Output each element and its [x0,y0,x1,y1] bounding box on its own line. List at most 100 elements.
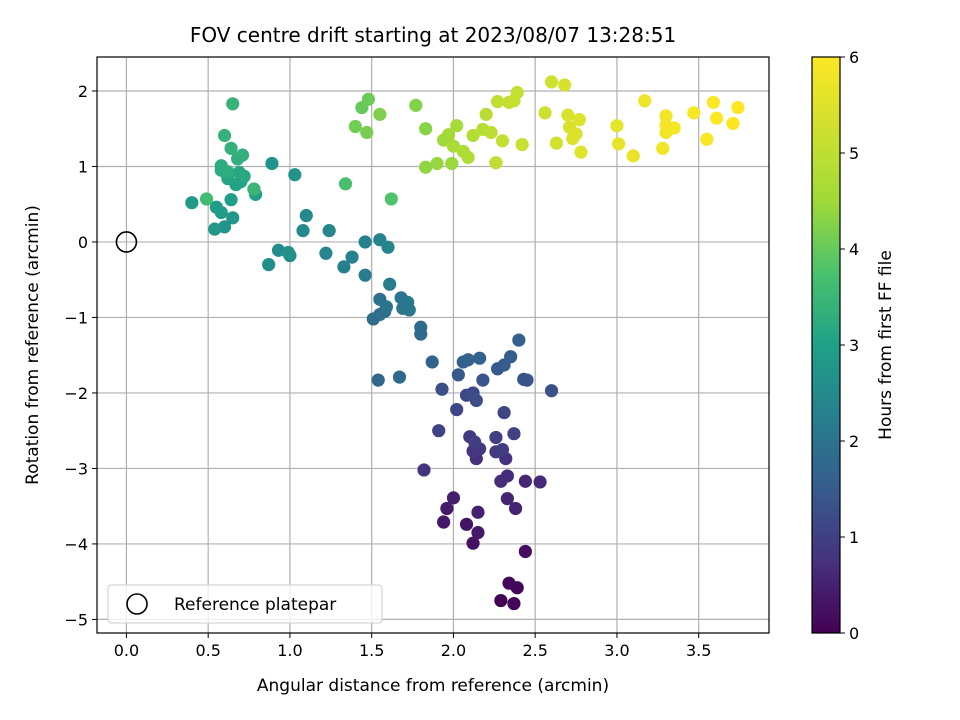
scatter-point [518,544,532,559]
scatter-point [461,150,475,165]
scatter-point [199,192,214,206]
scatter-point [224,193,238,207]
scatter-point [549,136,564,150]
scatter-point [358,268,372,282]
scatter-point [500,492,514,506]
scatter-point [446,139,461,153]
scatter-point [489,156,503,170]
scatter-point [538,106,552,120]
scatter-point [383,277,397,291]
y-axis-ticks: −5 −4 −3 −2 −1 0 1 2 [64,82,97,629]
legend-label: Reference platepar [174,595,336,615]
y-tick-label: 2 [78,82,88,101]
scatter-point [224,141,238,155]
scatter-point [384,192,398,206]
scatter-point [574,145,588,159]
scatter-point [338,177,353,191]
plot-frame [96,56,770,634]
scatter-point [518,474,532,488]
scatter-point [710,111,724,125]
scatter-point [437,515,451,529]
colorbar-ticks: 0 1 2 3 4 5 6 [840,48,859,643]
scatter-point [430,156,444,171]
scatter-point [401,295,415,309]
scatter-point [510,85,524,100]
scatter-point [435,382,449,396]
scatter-point [466,128,480,143]
scatter-point [667,121,681,135]
scatter-point [626,149,640,163]
colorbar-tick-label: 4 [849,240,859,259]
scatter-point [217,128,232,143]
scatter-point [495,442,510,457]
scatter-point [319,246,333,260]
y-tick-label: −3 [64,459,88,478]
scatter-point [337,260,351,274]
scatter-point [484,125,498,140]
scatter-point [533,475,547,489]
reference-platepar-marker [115,231,138,253]
x-tick-label: 3.5 [686,641,711,660]
scatter-point [392,370,407,384]
scatter-point [379,300,394,314]
scatter-point [544,384,559,398]
y-tick-label: 1 [78,157,88,176]
scatter-point [472,351,487,365]
scatter-point [731,100,745,115]
scatter-point [381,240,395,254]
scatter-point [706,95,721,109]
scatter-point [507,427,521,441]
scatter-point [544,75,559,89]
scatter-point [500,469,514,483]
scatter-point [561,108,575,122]
scatter-point [446,491,461,505]
x-tick-label: 2.5 [522,641,547,660]
scatter-point [494,593,508,608]
scatter-point [476,373,490,387]
scatter-point [558,78,572,92]
scatter-point [348,119,362,134]
y-tick-label: −4 [64,535,88,554]
colorbar-gradient [812,57,840,633]
scatter-point [214,205,228,220]
colorbar-tick-label: 3 [849,336,859,355]
scatter-point [425,355,439,369]
scatter-point [445,156,459,171]
scatter-point [185,196,199,210]
scatter-point [520,373,534,387]
scatter-point [504,350,518,364]
scatter-point [497,405,511,420]
scatter-point [360,125,374,140]
scatter-point [469,393,483,408]
colorbar-tick-label: 1 [849,528,859,547]
scatter-point [247,182,261,196]
scatter-point [262,258,276,272]
scatter-point [419,160,433,174]
scatter-point [450,119,464,133]
grid [97,57,769,633]
scatter-point [508,501,523,516]
x-tick-label: 2.0 [441,641,466,660]
scatter-point [299,208,313,223]
scatter-point [461,353,475,367]
scatter-point [451,368,465,382]
scatter-point [638,94,652,108]
scatter-point [371,373,385,387]
x-tick-label: 1.0 [277,641,302,660]
scatter-point [471,505,485,519]
scatter-point [450,402,464,417]
scatter-point [471,525,485,540]
scatter-point [512,333,526,347]
scatter-point [459,517,474,531]
scatter-point [479,107,493,121]
scatter-point [572,113,586,127]
legend: Reference platepar [107,584,383,624]
scatter-point [226,97,240,111]
scatter-point [288,168,302,182]
chart-title: FOV centre drift starting at 2023/08/07 … [190,23,676,47]
scatter-point [265,156,279,171]
x-tick-label: 3.0 [604,641,629,660]
scatter-point [345,250,359,264]
scatter-point [659,109,673,123]
